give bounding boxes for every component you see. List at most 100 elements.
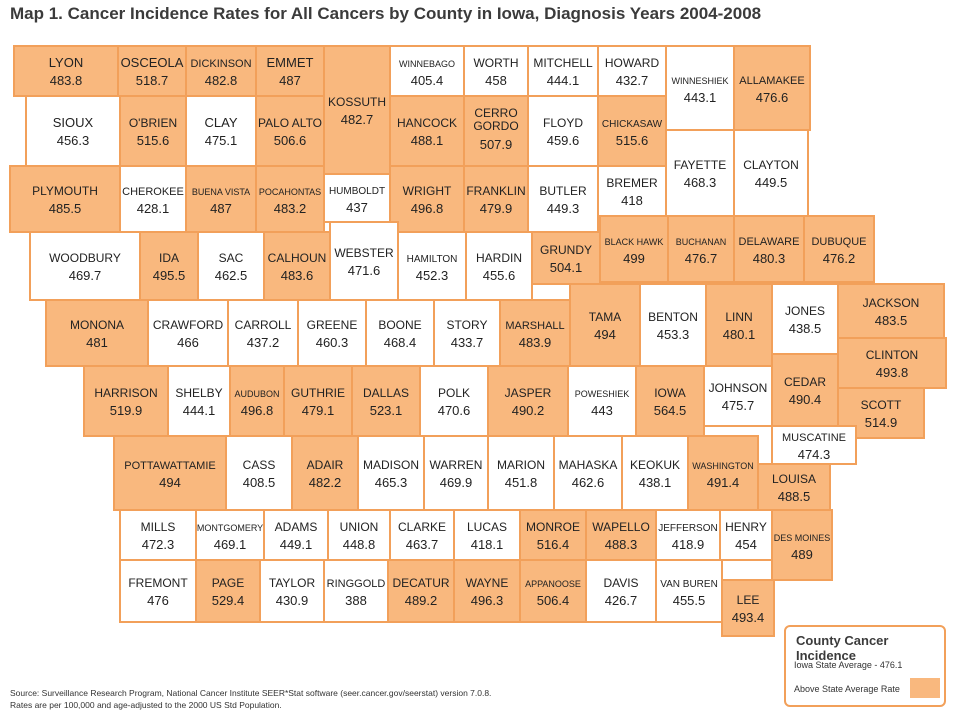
county-monroe: MONROE 516.4: [519, 509, 587, 561]
county-story: STORY 433.7: [433, 299, 501, 367]
county-rate: 432.7: [616, 73, 649, 88]
county-sioux: SIOUX 456.3: [25, 95, 121, 167]
county-butler: BUTLER 449.3: [527, 165, 599, 233]
county-shape: [259, 559, 325, 623]
county-clinton: CLINTON 493.8: [837, 337, 947, 389]
map-title: Map 1. Cancer Incidence Rates for All Ca…: [10, 4, 762, 23]
county-name: POWESHIEK: [575, 389, 630, 399]
county-shape: [167, 365, 231, 437]
county-shape: [147, 299, 229, 367]
county-rate: 515.6: [616, 133, 649, 148]
county-dubuque: DUBUQUE 476.2: [803, 215, 875, 283]
county-shape: [283, 365, 353, 437]
county-page: PAGE 529.4: [195, 559, 261, 623]
county-rate: 489.2: [405, 593, 438, 608]
county-name: CLAYTON: [743, 158, 799, 172]
county-name: POLK: [438, 386, 470, 400]
county-shape: [389, 45, 465, 97]
county-name: MARION: [497, 458, 545, 472]
county-rate: 476.7: [685, 251, 718, 266]
county-shape: [185, 45, 257, 97]
county-shape: [83, 365, 169, 437]
county-rate: 493.8: [876, 365, 909, 380]
county-poweshiek: POWESHIEK 443: [567, 365, 637, 437]
county-hardin: HARDIN 455.6: [465, 231, 533, 301]
county-wayne: WAYNE 496.3: [453, 559, 521, 623]
county-delaware: DELAWARE 480.3: [733, 215, 805, 283]
county-shelby: SHELBY 444.1: [167, 365, 231, 437]
county-cedar: CEDAR 490.4: [771, 353, 839, 427]
county-clayton: CLAYTON 449.5: [733, 129, 809, 217]
county-davis: DAVIS 426.7: [585, 559, 657, 623]
county-name: WAPELLO: [592, 520, 650, 534]
county-rate: 438.1: [639, 475, 672, 490]
county-shape: [655, 559, 723, 623]
county-name: APPANOOSE: [525, 579, 581, 589]
county-shape: [329, 221, 399, 301]
county-name: BREMER: [606, 176, 658, 190]
county-name: SHELBY: [175, 386, 222, 400]
county-fremont: FREMONT 476: [119, 559, 197, 623]
county-shape: [185, 95, 257, 167]
county-shape: [597, 95, 667, 167]
county-name: BLACK HAWK: [605, 237, 664, 247]
county-name: CERRO GORDO: [473, 106, 518, 133]
county-shape: [255, 95, 325, 167]
county-floyd: FLOYD 459.6: [527, 95, 599, 167]
county-rate: 463.7: [406, 537, 439, 552]
county-name: HOWARD: [605, 56, 660, 70]
county-name: O'BRIEN: [129, 116, 177, 130]
county-cerro-gordo: CERRO GORDO 507.9: [463, 95, 529, 167]
county-rate: 493.4: [732, 610, 765, 625]
county-calhoun: CALHOUN 483.6: [263, 231, 331, 301]
county-shape: [705, 283, 773, 367]
county-rate: 496.3: [471, 593, 504, 608]
county-name: ADAMS: [275, 520, 318, 534]
county-shape: [423, 435, 489, 511]
county-shape: [771, 353, 839, 427]
county-howard: HOWARD 432.7: [597, 45, 667, 97]
county-rate: 462.6: [572, 475, 605, 490]
county-shape: [837, 283, 945, 339]
county-name: JASPER: [505, 386, 552, 400]
county-pocahontas: POCAHONTAS 483.2: [255, 165, 325, 233]
county-name: AUDUBON: [234, 389, 279, 399]
county-name: MAHASKA: [559, 458, 618, 472]
legend-above-average-swatch: [910, 678, 940, 698]
county-shape: [119, 165, 187, 233]
county-rate: 475.7: [722, 398, 755, 413]
county-montgomery: MONTGOMERY 469.1: [195, 509, 265, 561]
county-taylor: TAYLOR 430.9: [259, 559, 325, 623]
county-rate: 443: [591, 403, 613, 418]
county-rate: 430.9: [276, 593, 309, 608]
county-shape: [13, 45, 119, 97]
county-name: JOHNSON: [709, 381, 768, 395]
county-rate: 469.9: [440, 475, 473, 490]
county-name: MONONA: [70, 318, 124, 332]
county-rate: 443.1: [684, 90, 717, 105]
county-name: IDA: [159, 251, 179, 265]
county-jefferson: JEFFERSON 418.9: [655, 509, 721, 561]
county-rate: 489: [791, 547, 813, 562]
county-franklin: FRANKLIN 479.9: [463, 165, 529, 233]
county-buena-vista: BUENA VISTA 487: [185, 165, 257, 233]
county-name: LYON: [49, 55, 83, 70]
county-rate: 487: [279, 73, 301, 88]
county-name: LUCAS: [467, 520, 507, 534]
county-name: WINNESHIEK: [671, 76, 728, 86]
county-rate: 514.9: [865, 415, 898, 430]
county-shape: [365, 299, 435, 367]
county-carroll: CARROLL 437.2: [227, 299, 299, 367]
map-legend: County Cancer Incidence Iowa State Avera…: [784, 625, 946, 707]
county-shape: [119, 559, 197, 623]
county-shape: [263, 231, 331, 301]
county-rate: 455.6: [483, 268, 516, 283]
county-adair: ADAIR 482.2: [291, 435, 359, 511]
county-des-moines: DES MOINES 489: [771, 509, 833, 581]
county-ringgold: RINGGOLD 388: [323, 559, 389, 623]
legend-swatch-label: Above State Average Rate: [794, 684, 900, 694]
county-rate: 494: [159, 475, 181, 490]
county-name: CEDAR: [784, 375, 826, 389]
county-shape: [757, 463, 831, 511]
county-rate: 476.6: [756, 90, 789, 105]
